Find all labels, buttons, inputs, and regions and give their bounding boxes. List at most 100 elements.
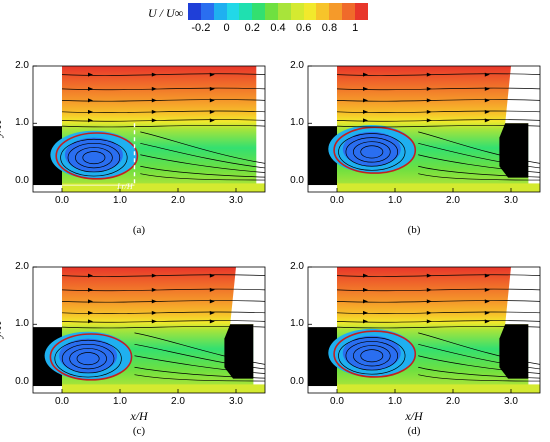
x-tick-label: 2.0 [446,396,460,407]
x-tick-label: 1.0 [388,195,402,206]
outside-domain [256,66,265,192]
streamline [336,87,540,91]
streamline [140,142,265,169]
colorbar-ticks: -0.2 0 0.2 0.4 0.6 0.8 1 [188,22,368,36]
flow-panel: 0.0 1.0 2.0 0.0 1.0 2.0 3.0 (b) [290,60,541,236]
reattachment-label: Lr/H [117,181,133,191]
zero-velocity-contour [333,330,417,378]
streamline [61,119,265,122]
flow-arrow [484,118,490,123]
streamline [61,311,265,314]
flow-arrow [484,299,490,304]
flow-arrow [209,287,215,292]
flow-arrow [88,118,93,123]
y-tick-label: 2.0 [15,60,29,71]
flow-field-svg [307,65,541,193]
vortex-streamline [82,151,106,165]
x-tick-label: 2.0 [446,195,460,206]
flow-arrow [209,319,215,324]
vortex-streamline [76,352,100,366]
flow-arrow [363,72,368,77]
outside-domain [528,267,540,393]
flow-field-svg [307,266,541,394]
streamline [61,288,265,292]
flow-arrow [363,319,368,324]
x-tick-label: 3.0 [504,396,518,407]
flow-arrow [209,86,215,91]
flow-arrow [151,72,157,77]
plot-frame [32,65,266,193]
colorbar-swatch [226,3,240,20]
streamline [134,355,265,374]
colorbar-tick-label: -0.2 [191,22,211,34]
wall-layer [62,384,265,393]
colorbar-tick-label: 0 [223,22,230,34]
streamline [61,325,265,329]
x-tick-label: 3.0 [229,195,243,206]
flow-arrow [426,86,432,91]
flow-arrow [363,98,368,103]
colorbar-swatch [354,3,368,20]
plot-frame [32,266,266,394]
y-tick-label: 1.0 [15,117,29,129]
vortex-streamline [69,348,107,370]
flow-arrow [151,109,157,114]
streamline [418,173,540,181]
streamline [140,131,265,164]
x-tick-label: 3.0 [229,396,243,407]
colorbar-tick-label: 0.8 [321,22,338,34]
streamline [61,124,265,128]
vortex-streamline [360,349,384,363]
flow-arrow [363,310,368,315]
streamline [336,274,540,277]
downstream-block [224,324,254,379]
flow-arrow [151,118,157,123]
flow-arrow [484,287,490,292]
colorbar-swatch [303,3,317,20]
panel-label: (d) [407,425,421,437]
streamlines [336,73,540,181]
flow-arrow [363,299,368,304]
streamlines [336,274,540,382]
vortex-streamline [67,142,121,173]
flow-arrow [209,273,215,278]
flow-arrow [484,109,490,114]
zero-velocity-contour [333,126,417,174]
vortex-streamline [54,339,122,378]
recirculation-core [59,338,118,373]
colorbar-swatch [329,3,343,20]
y-tick-label: 0.0 [290,375,304,387]
streamline [336,124,540,128]
streamline [61,320,265,323]
vortex-streamline [60,138,128,177]
outside-domain [33,185,62,192]
y-tick-label: 2.0 [290,60,304,71]
recirculation-core [342,335,401,371]
colorbar-tick-label: 0.4 [270,22,286,34]
streamline [336,311,540,314]
flow-arrow [88,98,93,103]
streamline [134,374,265,382]
flow-arrow [484,98,490,103]
x-axis-title: x/H [130,409,148,423]
flow-arrow [151,86,157,91]
vortex-streamline [352,345,391,367]
colorbar [188,3,368,20]
vortex-streamline [338,337,406,375]
flow-panel: 0.0 1.0 2.0 0.0 1.0 2.0 3.0 y/H x/H (c) [0,261,266,437]
colorbar-swatch [239,3,253,20]
streamline [61,110,265,113]
flow-arrow [484,273,490,278]
x-tick-label: 0.0 [55,195,69,206]
flow-arrow [426,273,432,278]
downstream-block [499,324,529,379]
zero-velocity-contour [55,132,139,180]
streamline [134,343,265,370]
vortex-streamline [338,133,406,171]
outside-domain [33,267,62,328]
flow-arrow [88,287,93,292]
streamline [336,110,540,113]
streamline [61,300,265,303]
y-tick-label: 1.0 [290,117,304,129]
x-tick-label: 0.0 [55,396,69,407]
